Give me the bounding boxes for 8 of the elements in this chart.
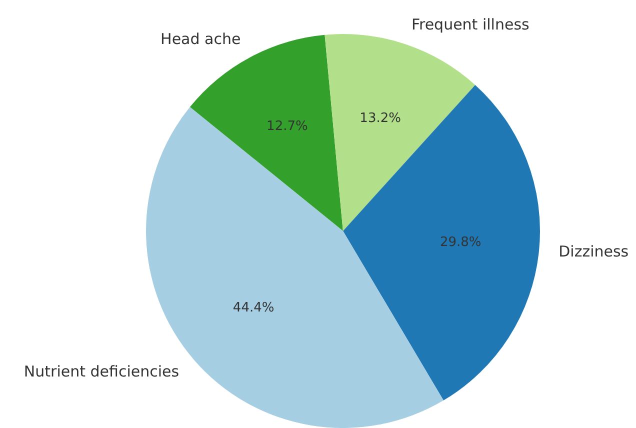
data-label: 44.4%: [232, 300, 274, 316]
data-label: 29.8%: [440, 235, 482, 250]
slice-label: Head ache: [160, 30, 241, 48]
slice-label: Dizziness: [558, 242, 629, 261]
slice-label: Nutrient deficiencies: [24, 362, 180, 381]
slice-label: Frequent illness: [411, 15, 530, 34]
data-label: 12.7%: [266, 119, 308, 134]
data-label: 13.2%: [360, 111, 401, 126]
